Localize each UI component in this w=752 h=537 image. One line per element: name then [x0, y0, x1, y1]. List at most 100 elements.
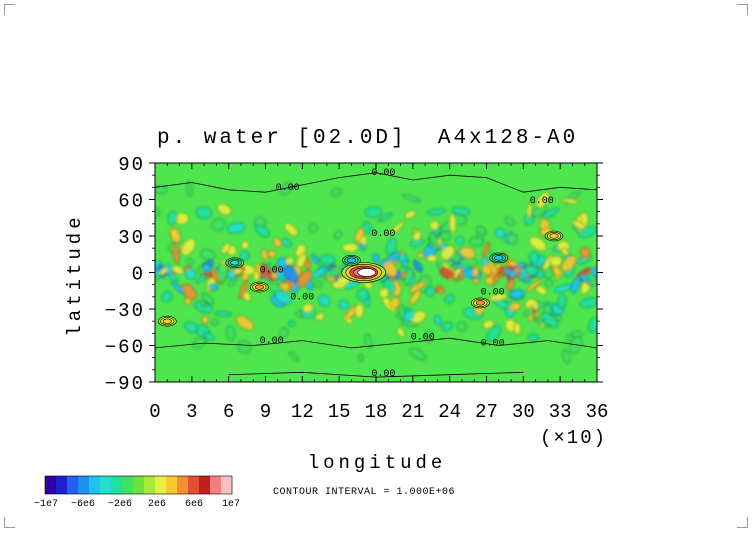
corner-mark-bottom-right: [737, 517, 748, 528]
field-blob: [562, 349, 571, 364]
colorbar-swatch: [45, 476, 57, 494]
x-tick-label: 0: [149, 401, 160, 423]
field-blob: [281, 238, 292, 248]
field-blob: [238, 280, 248, 300]
colorbar-swatch: [111, 476, 123, 494]
field-blob: [359, 242, 366, 251]
field-blob: [536, 192, 550, 209]
field-blob: [267, 250, 277, 258]
field-blob: [402, 309, 415, 323]
colorbar-swatch: [221, 476, 233, 494]
contour-label: 0.00: [371, 168, 395, 179]
field-blob: [274, 290, 292, 305]
field-blob: [201, 315, 209, 324]
field-blob: [308, 223, 318, 233]
field-blob: [561, 198, 579, 204]
field-blob: [448, 213, 457, 234]
field-blob: [237, 340, 251, 354]
field-blob: [200, 299, 207, 308]
field-blob: [469, 236, 485, 247]
corner-mark-top-right: [737, 4, 748, 15]
contour-interval-note: CONTOUR INTERVAL = 1.000E+06: [273, 487, 455, 498]
field-blob: [403, 268, 414, 286]
field-blob: [239, 250, 250, 261]
x-tick-label: 21: [401, 401, 424, 423]
chart-title: p. water [02.0D] A4x128-A0: [157, 127, 578, 150]
field-blob: [552, 266, 563, 277]
field-blob: [541, 207, 560, 219]
field-blob: [195, 206, 212, 219]
colorbar-swatch: [166, 476, 178, 494]
field-blob: [254, 224, 270, 238]
contour-minimum: [346, 257, 357, 263]
field-blob: [201, 292, 214, 305]
contour-maximum: [254, 284, 264, 290]
field-blob: [221, 243, 231, 254]
colorbar-label: 6e6: [185, 499, 203, 510]
field-blob: [459, 257, 479, 268]
contour-minimum: [230, 260, 240, 266]
field-blob: [528, 251, 540, 264]
colorbar-swatch: [188, 476, 200, 494]
field-blob: [495, 227, 505, 239]
field-blob: [451, 206, 471, 216]
field-blob: [426, 208, 447, 215]
contour-label: 0.00: [290, 292, 314, 303]
y-tick-label: 0: [132, 264, 145, 286]
field-blob: [429, 220, 440, 231]
y-tick-label: 90: [118, 154, 145, 176]
field-blob: [192, 337, 206, 349]
field-blob: [506, 233, 518, 245]
contour-label: 0.00: [371, 229, 395, 240]
field-blob: [354, 227, 365, 243]
field-blob: [181, 238, 196, 256]
contour-label: 0.00: [481, 339, 505, 350]
field-blob: [456, 321, 467, 332]
corner-mark-bottom-left: [4, 517, 15, 528]
field-blob: [208, 282, 219, 291]
field-blob: [482, 319, 495, 329]
colorbar: −1e7 −6e6 −2e6 2e6 6e6 1e7: [34, 475, 240, 510]
field-blob: [400, 321, 419, 327]
contour-label: 0.00: [530, 196, 554, 207]
field-blob: [364, 333, 373, 350]
field-blob: [170, 228, 181, 243]
field-blob: [289, 351, 299, 361]
field-blob: [441, 321, 453, 332]
field-blob: [385, 237, 397, 256]
contour-label: 0.00: [371, 369, 395, 380]
field-blob: [167, 211, 178, 225]
field-blob: [200, 249, 216, 261]
field-blob: [311, 267, 326, 279]
field-blob: [428, 232, 439, 246]
contour-label: 0.00: [411, 332, 435, 343]
field-blob: [203, 332, 215, 342]
field-blob: [211, 218, 226, 231]
colorbar-label: 1e7: [222, 499, 240, 510]
x-tick-label: 33: [549, 401, 572, 423]
field-blob: [202, 263, 212, 272]
field-blob: [486, 325, 502, 342]
colorbar-label: −2e6: [108, 499, 132, 510]
field-blob: [333, 230, 343, 239]
y-tick-label: −30: [105, 300, 145, 322]
field-blob: [240, 241, 250, 249]
field-blob: [580, 247, 591, 259]
field-blob: [489, 293, 508, 302]
field-blob: [506, 278, 515, 291]
field-blob: [459, 246, 476, 259]
colorbar-swatch: [56, 476, 68, 494]
field-blob: [435, 288, 446, 294]
colorbar-label: −1e7: [34, 499, 58, 510]
field-blob: [476, 225, 487, 236]
y-axis: 90 60 30 0 −30 −60 −90: [105, 154, 603, 395]
field-blob: [509, 289, 525, 300]
y-tick-label: −90: [105, 373, 145, 395]
corner-mark-top-left: [4, 4, 15, 15]
field-blob: [217, 203, 232, 216]
field-blob: [404, 210, 416, 219]
field-blob: [227, 222, 246, 234]
contour-minimum: [494, 255, 504, 261]
field-blob: [171, 281, 186, 295]
